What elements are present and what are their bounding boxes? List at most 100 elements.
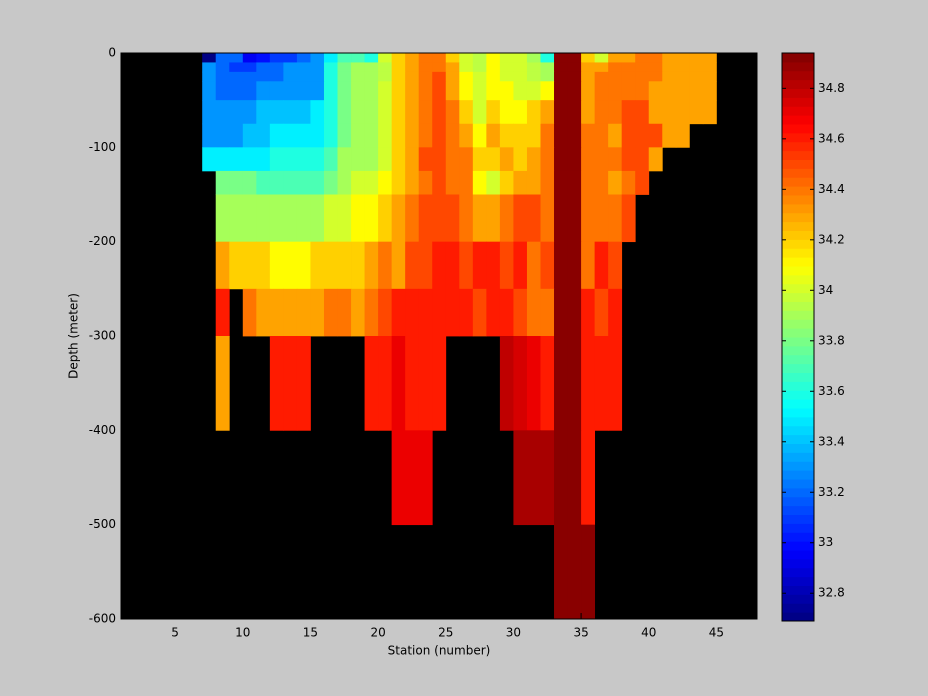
colorbar-swatch <box>782 266 814 276</box>
colorbar-swatch <box>782 124 814 134</box>
cell <box>202 71 217 82</box>
cell <box>256 123 271 148</box>
cell <box>581 100 596 125</box>
cell <box>229 62 244 73</box>
cell <box>432 194 447 243</box>
cell <box>391 53 406 63</box>
cell <box>337 194 352 243</box>
cell <box>608 62 623 73</box>
colorbar-swatch <box>782 363 814 373</box>
colorbar-swatch <box>782 221 814 231</box>
cell <box>256 71 271 82</box>
cell <box>351 71 365 82</box>
cell <box>540 81 555 101</box>
cell <box>310 288 325 337</box>
cell <box>567 241 582 290</box>
cell <box>351 170 365 195</box>
cell <box>594 71 609 82</box>
cell <box>432 62 447 73</box>
cell <box>513 288 528 337</box>
cell <box>608 100 623 125</box>
cell <box>418 147 433 172</box>
x-tick-label: 10 <box>235 626 250 640</box>
cell <box>229 53 244 63</box>
cell <box>662 53 677 63</box>
cell <box>229 147 244 172</box>
cell <box>351 288 365 337</box>
cell <box>459 62 474 73</box>
colorbar-swatch <box>782 532 814 542</box>
cell <box>337 288 352 337</box>
cell <box>526 71 541 82</box>
cell <box>540 53 555 63</box>
cell <box>472 241 487 290</box>
cell <box>513 81 528 101</box>
cell <box>594 194 609 243</box>
cell <box>540 170 555 195</box>
colorbar-swatch <box>782 381 814 391</box>
cell <box>323 288 338 337</box>
colorbar-swatch <box>782 461 814 471</box>
cell <box>310 123 325 148</box>
cell <box>364 336 379 431</box>
colorbar-tick-label: 33.2 <box>818 485 845 499</box>
cell <box>418 62 433 73</box>
cell <box>310 71 325 82</box>
cell <box>378 100 393 125</box>
cell <box>364 81 379 101</box>
cell <box>256 62 271 73</box>
cell <box>540 194 555 243</box>
cell <box>499 81 514 101</box>
cell <box>513 71 528 82</box>
cell <box>364 71 379 82</box>
cell <box>472 123 487 148</box>
x-tick-label: 20 <box>370 626 385 640</box>
cell <box>405 241 420 290</box>
cell <box>540 71 555 82</box>
x-tick-label: 5 <box>171 626 179 640</box>
cell <box>554 288 568 337</box>
cell <box>215 123 230 148</box>
cell <box>351 241 365 290</box>
cell <box>526 194 541 243</box>
x-axis-label: Station (number) <box>388 644 491 658</box>
cell <box>459 71 474 82</box>
cell <box>418 194 433 243</box>
colorbar-swatch <box>782 372 814 382</box>
cell <box>351 123 365 148</box>
cell <box>283 100 298 125</box>
cell <box>418 71 433 82</box>
cell <box>202 100 217 125</box>
x-tick-label: 15 <box>303 626 318 640</box>
y-tick-label: -300 <box>89 329 116 343</box>
colorbar-swatch <box>782 301 814 311</box>
cell <box>296 241 311 290</box>
cell <box>459 100 474 125</box>
cell <box>486 100 501 125</box>
cell <box>283 81 298 101</box>
cell <box>702 71 717 82</box>
cell <box>283 71 298 82</box>
cell <box>608 241 623 290</box>
colorbar-swatch <box>782 337 814 347</box>
cell <box>472 81 487 101</box>
colorbar-swatch <box>782 479 814 489</box>
cell <box>513 336 528 431</box>
cell <box>337 81 352 101</box>
colorbar-swatch <box>782 541 814 551</box>
colorbar-tick-label: 33.4 <box>818 434 845 448</box>
cell <box>215 170 230 195</box>
colorbar-swatch <box>782 550 814 560</box>
cell <box>540 241 555 290</box>
cell <box>310 62 325 73</box>
cell <box>581 288 596 337</box>
cell <box>364 288 379 337</box>
cell <box>256 241 271 290</box>
colorbar-swatch <box>782 576 814 586</box>
colorbar-swatch <box>782 328 814 338</box>
cell <box>554 62 568 73</box>
cell <box>567 524 582 620</box>
cell <box>486 53 501 63</box>
cell <box>675 71 690 82</box>
